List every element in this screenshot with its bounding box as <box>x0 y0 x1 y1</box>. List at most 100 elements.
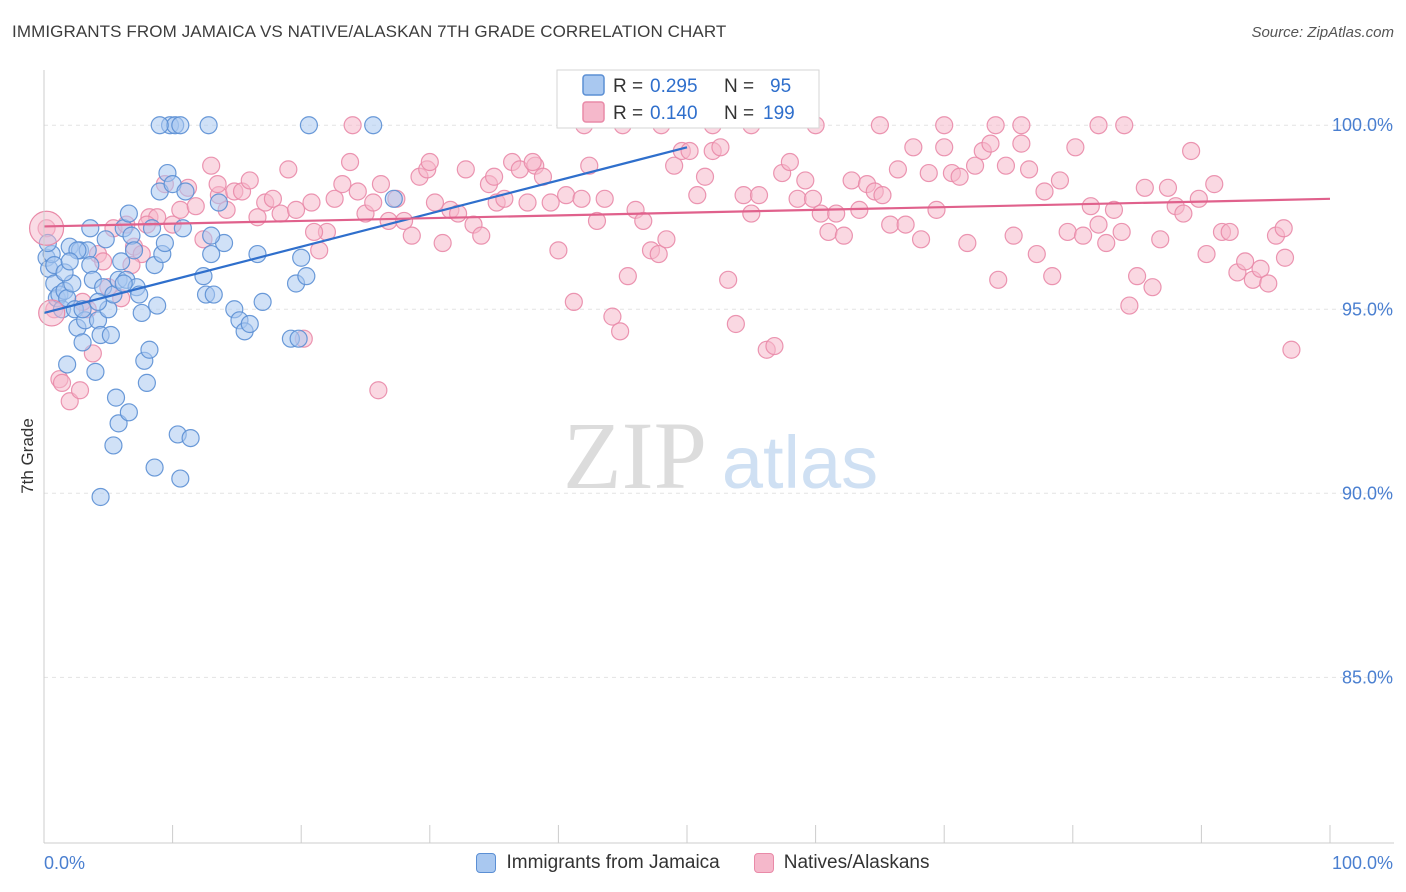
point-natives <box>881 215 900 234</box>
chart-title: IMMIGRANTS FROM JAMAICA VS NATIVE/ALASKA… <box>12 22 727 41</box>
point-natives <box>965 156 985 175</box>
point-natives <box>1043 267 1062 286</box>
point-natives <box>911 230 931 249</box>
point-natives <box>935 138 954 157</box>
point-natives <box>603 307 622 326</box>
point-jamaica <box>91 487 110 507</box>
point-natives <box>989 270 1008 289</box>
point-natives <box>695 167 715 186</box>
stats-box: R = 0.295 N = 95 R = 0.140 N = 199 <box>556 69 820 129</box>
stats-r-label-1: R = <box>613 76 643 97</box>
point-jamaica <box>299 116 319 135</box>
point-natives <box>765 336 784 356</box>
point-jamaica <box>148 296 167 315</box>
y-axis-title: 7th Grade <box>18 418 37 494</box>
stats-swatch-blue <box>582 74 605 96</box>
point-natives <box>611 322 630 341</box>
stats-n-label-2: N = <box>724 103 754 124</box>
point-jamaica <box>181 428 200 448</box>
point-natives <box>834 226 853 245</box>
point-natives <box>325 189 344 208</box>
point-natives <box>456 160 475 179</box>
point-natives <box>1274 219 1293 238</box>
point-natives <box>634 211 653 231</box>
point-natives <box>1151 230 1170 249</box>
stats-r-value-2: 0.140 <box>650 103 698 124</box>
point-natives <box>811 204 830 223</box>
point-jamaica <box>292 248 311 267</box>
point-natives <box>263 189 283 208</box>
point-jamaica <box>106 388 126 407</box>
stats-n-value-2: 199 <box>763 103 795 124</box>
point-natives <box>1081 197 1100 216</box>
stats-swatch-pink <box>582 101 605 123</box>
point-natives <box>1004 226 1023 245</box>
point-natives <box>1097 233 1116 253</box>
point-jamaica <box>132 303 151 323</box>
data-points <box>28 116 1301 507</box>
legend-item-jamaica[interactable]: Immigrants from Jamaica <box>476 852 720 874</box>
point-natives <box>485 167 504 186</box>
point-natives <box>369 381 388 400</box>
svg-text:7th Grade: 7th Grade <box>18 418 37 494</box>
point-natives <box>1197 244 1216 264</box>
point-jamaica <box>297 267 316 286</box>
point-jamaica <box>145 458 164 477</box>
legend-label-jamaica: Immigrants from Jamaica <box>506 852 720 873</box>
point-natives <box>1282 340 1301 359</box>
stats-n-label-1: N = <box>724 76 754 97</box>
point-natives <box>302 193 321 212</box>
point-natives <box>580 156 599 175</box>
point-jamaica <box>202 226 221 245</box>
point-natives <box>726 314 745 334</box>
point-jamaica <box>171 469 190 488</box>
trend-line-jamaica <box>43 146 688 315</box>
point-jamaica <box>122 226 141 245</box>
point-natives <box>1089 116 1108 135</box>
point-natives <box>1066 138 1085 157</box>
point-jamaica <box>240 314 259 334</box>
point-natives <box>343 116 362 135</box>
point-jamaica <box>384 189 403 208</box>
point-jamaica <box>104 436 123 455</box>
point-natives <box>1143 278 1162 297</box>
watermark-atlas: atlas <box>722 421 878 504</box>
point-natives <box>186 197 205 216</box>
point-natives <box>564 292 583 311</box>
point-natives <box>541 193 560 212</box>
point-jamaica <box>58 355 77 374</box>
point-natives <box>271 204 290 223</box>
point-natives <box>523 152 542 172</box>
point-natives <box>981 134 1000 153</box>
point-jamaica <box>119 204 138 223</box>
point-natives <box>379 211 398 231</box>
point-natives <box>1027 244 1046 264</box>
legend-swatch-blue <box>476 853 497 873</box>
point-natives <box>688 186 707 205</box>
point-natives-large <box>38 299 66 327</box>
point-natives <box>819 222 838 242</box>
y-tick-label: 100.0% <box>1332 115 1393 135</box>
point-natives <box>1019 160 1039 179</box>
point-jamaica <box>176 182 195 201</box>
point-natives <box>1050 171 1070 190</box>
trend-line-natives <box>43 197 1331 228</box>
point-natives <box>279 160 298 179</box>
legend-item-natives[interactable]: Natives/Alaskans <box>753 852 930 874</box>
point-jamaica <box>202 244 221 264</box>
point-jamaica <box>73 333 92 352</box>
point-natives <box>1174 204 1193 223</box>
point-natives <box>1012 134 1031 153</box>
point-natives <box>286 200 306 219</box>
point-natives <box>1073 226 1093 245</box>
point-natives <box>549 241 568 260</box>
point-natives <box>1012 116 1031 135</box>
point-natives <box>1259 274 1278 293</box>
source-label: Source: ZipAtlas.com <box>1251 24 1394 41</box>
y-tick-label: 85.0% <box>1342 667 1393 687</box>
point-natives <box>827 204 846 223</box>
point-natives <box>958 233 977 253</box>
point-natives <box>719 270 738 289</box>
watermark-zip: ZIP <box>563 402 707 509</box>
point-jamaica <box>142 219 162 238</box>
